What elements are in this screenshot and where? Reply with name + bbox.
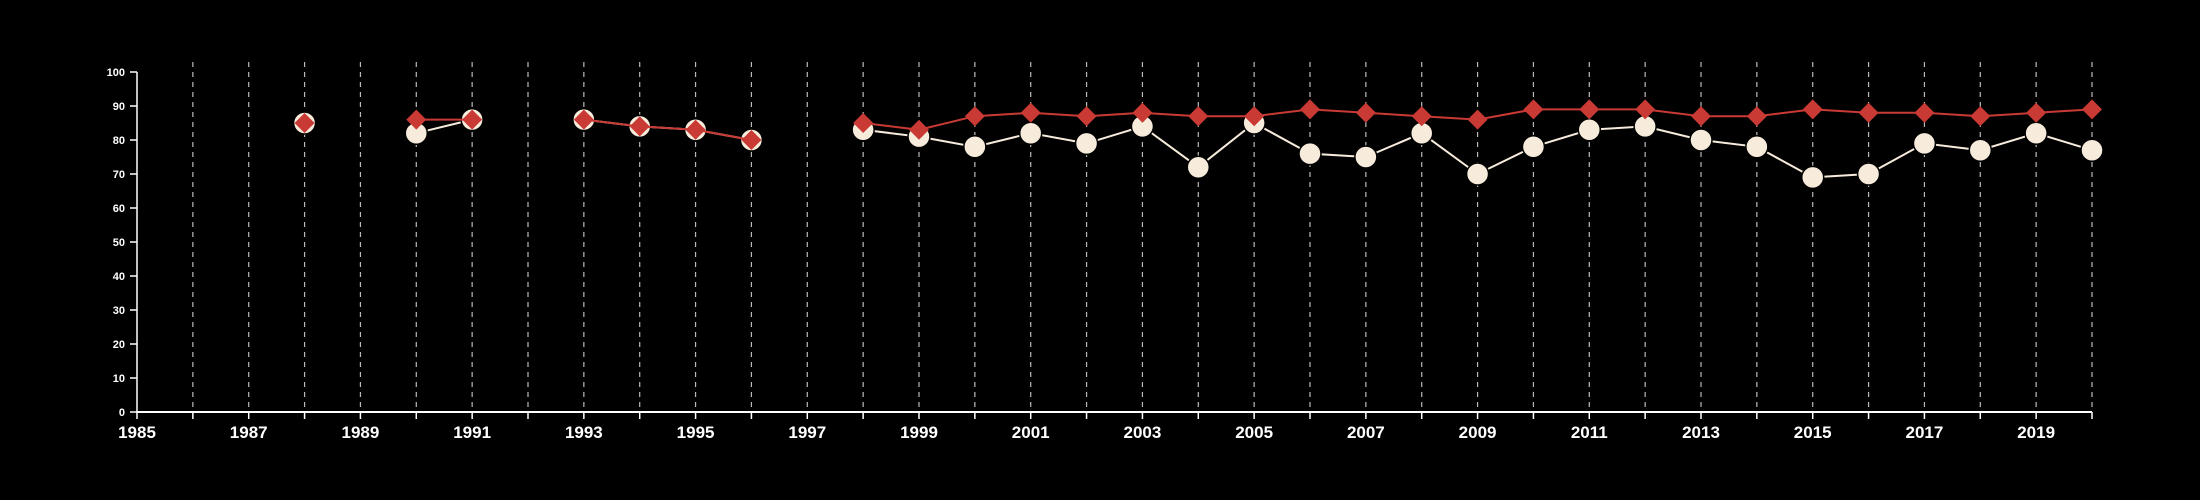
- x-tick-label: 1993: [565, 423, 603, 442]
- y-tick-label: 20: [113, 339, 125, 351]
- data-point-circle: [1577, 118, 1602, 142]
- data-point-circle: [1912, 131, 1937, 156]
- axes: 1985 1987 1989 1991 1993 1995 1997 1999 2001 2003…: [107, 67, 2093, 442]
- data-point-diamond: [629, 116, 650, 137]
- data-point-diamond: [1970, 106, 1991, 127]
- data-point-diamond: [2082, 99, 2102, 120]
- data-point-diamond: [1858, 102, 1879, 123]
- data-point-diamond: [1188, 106, 1209, 127]
- x-tick-label: 1999: [900, 423, 938, 442]
- x-tick-label: 1995: [677, 423, 715, 442]
- data-point-circle: [1800, 165, 1825, 190]
- data-point-circle: [1856, 162, 1881, 186]
- gridlines: [192, 62, 2093, 412]
- series-diamond: [294, 99, 2102, 150]
- data-point-diamond: [2026, 102, 2047, 123]
- data-point-circle: [2024, 121, 2048, 145]
- data-point-diamond: [1132, 102, 1153, 123]
- data-point-diamond: [573, 109, 594, 130]
- data-point-circle: [1465, 162, 1490, 186]
- y-tick-label: 0: [119, 407, 125, 419]
- x-tick-label: 1991: [453, 423, 491, 442]
- x-tick-label: 2005: [1235, 423, 1273, 442]
- x-tick-label: 2015: [1794, 423, 1832, 442]
- x-tick-label: 2009: [1459, 423, 1497, 442]
- data-point-diamond: [741, 130, 762, 150]
- data-point-diamond: [853, 113, 874, 133]
- data-point-circle: [1968, 138, 1993, 162]
- x-tick-label: 2007: [1347, 423, 1385, 442]
- data-point-diamond: [1523, 99, 1544, 120]
- data-point-circle: [1689, 128, 1713, 152]
- data-point-diamond: [1691, 106, 1711, 127]
- x-tick-label: 1987: [230, 423, 268, 442]
- y-tick-label: 30: [113, 305, 125, 317]
- x-tick-label: 1997: [788, 423, 826, 442]
- series-line: [583, 118, 752, 141]
- x-tick-label: 2013: [1682, 423, 1720, 442]
- data-point-diamond: [1411, 106, 1432, 127]
- data-point-diamond: [1802, 99, 1823, 120]
- x-tick-label: 2011: [1571, 423, 1608, 442]
- data-point-diamond: [964, 106, 985, 127]
- series: [292, 99, 2104, 190]
- data-point-circle: [1298, 141, 1322, 166]
- data-point-diamond: [1467, 109, 1488, 130]
- data-point-circle: [963, 135, 987, 159]
- y-tick-label: 90: [113, 101, 125, 113]
- data-point-diamond: [1300, 99, 1320, 120]
- data-point-diamond: [1914, 102, 1935, 123]
- x-tick-label: 2019: [2017, 423, 2055, 442]
- data-point-diamond: [462, 109, 483, 130]
- data-point-circle: [1018, 121, 1043, 145]
- y-tick-label: 100: [107, 67, 125, 79]
- data-point-circle: [1074, 131, 1099, 156]
- data-point-diamond: [685, 119, 706, 140]
- data-point-diamond: [1746, 106, 1767, 127]
- x-tick-label: 2001: [1012, 423, 1050, 442]
- data-point-diamond: [1244, 106, 1265, 127]
- y-tick-label: 70: [113, 169, 125, 181]
- data-point-diamond: [406, 109, 427, 130]
- data-point-diamond: [1635, 99, 1656, 120]
- data-point-circle: [1186, 155, 1211, 179]
- data-point-diamond: [1020, 102, 1041, 123]
- y-tick-label: 80: [113, 135, 125, 147]
- x-tick-label: 1985: [118, 423, 156, 442]
- data-point-circle: [1521, 135, 1546, 159]
- x-tick-label: 2003: [1124, 423, 1162, 442]
- data-point-circle: [1354, 145, 1378, 169]
- data-point-diamond: [294, 113, 315, 133]
- data-point-circle: [1745, 135, 1769, 159]
- y-tick-label: 40: [113, 271, 125, 283]
- data-point-circle: [2080, 138, 2104, 162]
- y-tick-label: 60: [113, 203, 125, 215]
- data-point-diamond: [1076, 106, 1097, 127]
- x-tick-label: 2017: [1906, 423, 1944, 442]
- data-point-diamond: [1355, 102, 1376, 123]
- y-tick-label: 50: [113, 237, 125, 249]
- y-tick-label: 10: [113, 373, 125, 385]
- x-tick-label: 1989: [342, 423, 380, 442]
- data-point-diamond: [909, 119, 929, 140]
- data-point-diamond: [1579, 99, 1600, 120]
